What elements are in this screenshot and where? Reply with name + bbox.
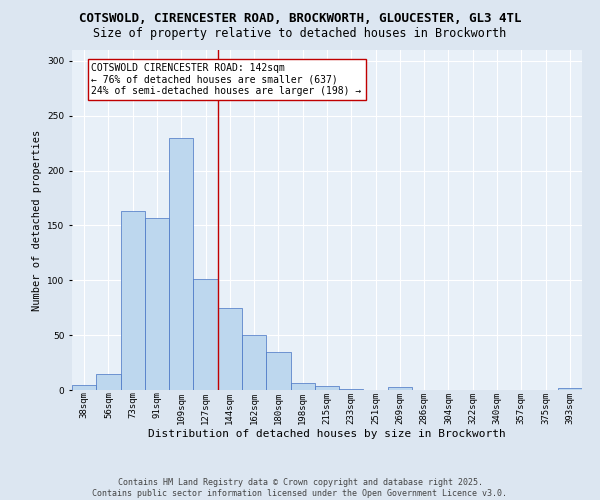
Bar [121, 211, 145, 390]
Y-axis label: Number of detached properties: Number of detached properties [32, 130, 41, 310]
Bar [145, 218, 169, 390]
X-axis label: Distribution of detached houses by size in Brockworth: Distribution of detached houses by size … [148, 429, 506, 439]
Bar [242, 335, 266, 390]
Bar [96, 374, 121, 390]
Bar [388, 386, 412, 390]
Text: Contains HM Land Registry data © Crown copyright and database right 2025.
Contai: Contains HM Land Registry data © Crown c… [92, 478, 508, 498]
Text: COTSWOLD, CIRENCESTER ROAD, BROCKWORTH, GLOUCESTER, GL3 4TL: COTSWOLD, CIRENCESTER ROAD, BROCKWORTH, … [79, 12, 521, 26]
Bar [266, 352, 290, 390]
Bar [169, 138, 193, 390]
Text: Size of property relative to detached houses in Brockworth: Size of property relative to detached ho… [94, 28, 506, 40]
Bar [558, 388, 582, 390]
Bar [193, 279, 218, 390]
Bar [290, 384, 315, 390]
Bar [339, 389, 364, 390]
Bar [315, 386, 339, 390]
Text: COTSWOLD CIRENCESTER ROAD: 142sqm
← 76% of detached houses are smaller (637)
24%: COTSWOLD CIRENCESTER ROAD: 142sqm ← 76% … [91, 63, 362, 96]
Bar [218, 308, 242, 390]
Bar [72, 384, 96, 390]
